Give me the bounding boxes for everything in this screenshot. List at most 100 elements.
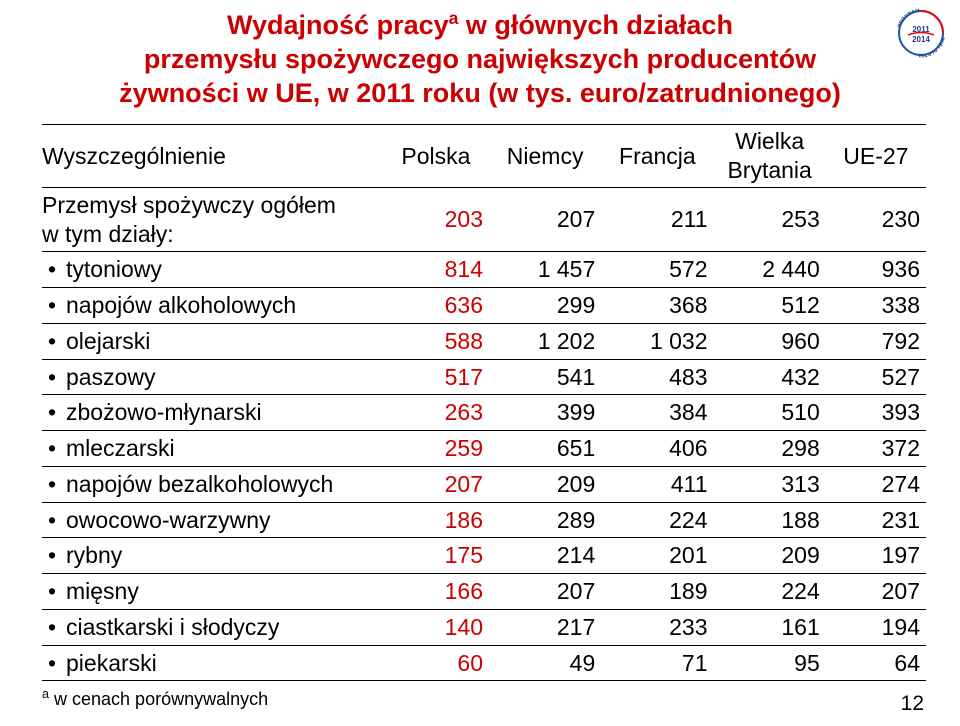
cell-value: 651 xyxy=(489,431,601,467)
row-label: olejarski xyxy=(42,323,383,359)
row-label: piekarski xyxy=(42,645,383,681)
page-title: Wydajność pracya w głównych działachprze… xyxy=(0,0,960,110)
cell-value: 95 xyxy=(714,645,826,681)
program-logo: PROGRAM WIELOLETNI 2011 2014 xyxy=(894,6,948,60)
cell-value: 368 xyxy=(601,288,713,324)
cell-value: 960 xyxy=(714,323,826,359)
cell-value: 217 xyxy=(489,609,601,645)
col-header-uk: Wielka Brytania xyxy=(714,125,826,188)
cell-value: 203 xyxy=(383,187,489,252)
cell-value: 1 032 xyxy=(601,323,713,359)
cell-value: 814 xyxy=(383,252,489,288)
data-table-container: Wyszczególnienie Polska Niemcy Francja W… xyxy=(42,124,926,681)
cell-value: 197 xyxy=(826,538,926,574)
cell-value: 189 xyxy=(601,574,713,610)
cell-value: 209 xyxy=(714,538,826,574)
table-row: ciastkarski i słodyczy140217233161194 xyxy=(42,609,926,645)
cell-value: 71 xyxy=(601,645,713,681)
cell-value: 166 xyxy=(383,574,489,610)
cell-value: 207 xyxy=(383,466,489,502)
cell-value: 393 xyxy=(826,395,926,431)
cell-value: 259 xyxy=(383,431,489,467)
cell-value: 936 xyxy=(826,252,926,288)
cell-value: 636 xyxy=(383,288,489,324)
table-header-row: Wyszczególnienie Polska Niemcy Francja W… xyxy=(42,125,926,188)
cell-value: 527 xyxy=(826,359,926,395)
cell-value: 338 xyxy=(826,288,926,324)
table-row: piekarski6049719564 xyxy=(42,645,926,681)
table-row: rybny175214201209197 xyxy=(42,538,926,574)
cell-value: 49 xyxy=(489,645,601,681)
cell-value: 188 xyxy=(714,502,826,538)
cell-value: 299 xyxy=(489,288,601,324)
cell-value: 384 xyxy=(601,395,713,431)
page-number: 12 xyxy=(901,692,924,716)
row-label: mięsny xyxy=(42,574,383,610)
cell-value: 64 xyxy=(826,645,926,681)
table-row: napojów bezalkoholowych207209411313274 xyxy=(42,466,926,502)
row-label: zbożowo-młynarski xyxy=(42,395,383,431)
table-row: owocowo-warzywny186289224188231 xyxy=(42,502,926,538)
cell-value: 2 440 xyxy=(714,252,826,288)
cell-value: 230 xyxy=(826,187,926,252)
cell-value: 483 xyxy=(601,359,713,395)
col-header-label: Wyszczególnienie xyxy=(42,125,383,188)
cell-value: 1 202 xyxy=(489,323,601,359)
cell-value: 510 xyxy=(714,395,826,431)
cell-value: 298 xyxy=(714,431,826,467)
cell-value: 274 xyxy=(826,466,926,502)
col-header-poland: Polska xyxy=(383,125,489,188)
table-row: olejarski5881 2021 032960792 xyxy=(42,323,926,359)
cell-value: 207 xyxy=(826,574,926,610)
row-label: ciastkarski i słodyczy xyxy=(42,609,383,645)
cell-value: 201 xyxy=(601,538,713,574)
footnote: a w cenach porównywalnych xyxy=(42,687,960,710)
table-row: mleczarski259651406298372 xyxy=(42,431,926,467)
cell-value: 263 xyxy=(383,395,489,431)
col-header-germany: Niemcy xyxy=(489,125,601,188)
row-label: napojów bezalkoholowych xyxy=(42,466,383,502)
cell-value: 792 xyxy=(826,323,926,359)
table-row: paszowy517541483432527 xyxy=(42,359,926,395)
cell-value: 512 xyxy=(714,288,826,324)
cell-value: 186 xyxy=(383,502,489,538)
row-label: Przemysł spożywczy ogółemw tym działy: xyxy=(42,187,383,252)
row-label: owocowo-warzywny xyxy=(42,502,383,538)
cell-value: 231 xyxy=(826,502,926,538)
cell-value: 224 xyxy=(601,502,713,538)
cell-value: 194 xyxy=(826,609,926,645)
cell-value: 140 xyxy=(383,609,489,645)
row-label: tytoniowy xyxy=(42,252,383,288)
cell-value: 372 xyxy=(826,431,926,467)
cell-value: 399 xyxy=(489,395,601,431)
cell-value: 588 xyxy=(383,323,489,359)
col-header-france: Francja xyxy=(601,125,713,188)
svg-text:2014: 2014 xyxy=(912,35,930,44)
cell-value: 175 xyxy=(383,538,489,574)
table-row: tytoniowy8141 4575722 440936 xyxy=(42,252,926,288)
cell-value: 289 xyxy=(489,502,601,538)
row-label: napojów alkoholowych xyxy=(42,288,383,324)
table-row: Przemysł spożywczy ogółemw tym działy:20… xyxy=(42,187,926,252)
row-label: mleczarski xyxy=(42,431,383,467)
cell-value: 211 xyxy=(601,187,713,252)
cell-value: 60 xyxy=(383,645,489,681)
cell-value: 207 xyxy=(489,574,601,610)
cell-value: 233 xyxy=(601,609,713,645)
cell-value: 224 xyxy=(714,574,826,610)
productivity-table: Wyszczególnienie Polska Niemcy Francja W… xyxy=(42,124,926,681)
cell-value: 1 457 xyxy=(489,252,601,288)
row-label: paszowy xyxy=(42,359,383,395)
table-row: napojów alkoholowych636299368512338 xyxy=(42,288,926,324)
cell-value: 253 xyxy=(714,187,826,252)
cell-value: 411 xyxy=(601,466,713,502)
row-label: rybny xyxy=(42,538,383,574)
cell-value: 209 xyxy=(489,466,601,502)
table-row: zbożowo-młynarski263399384510393 xyxy=(42,395,926,431)
cell-value: 432 xyxy=(714,359,826,395)
cell-value: 207 xyxy=(489,187,601,252)
cell-value: 313 xyxy=(714,466,826,502)
cell-value: 406 xyxy=(601,431,713,467)
cell-value: 161 xyxy=(714,609,826,645)
cell-value: 572 xyxy=(601,252,713,288)
